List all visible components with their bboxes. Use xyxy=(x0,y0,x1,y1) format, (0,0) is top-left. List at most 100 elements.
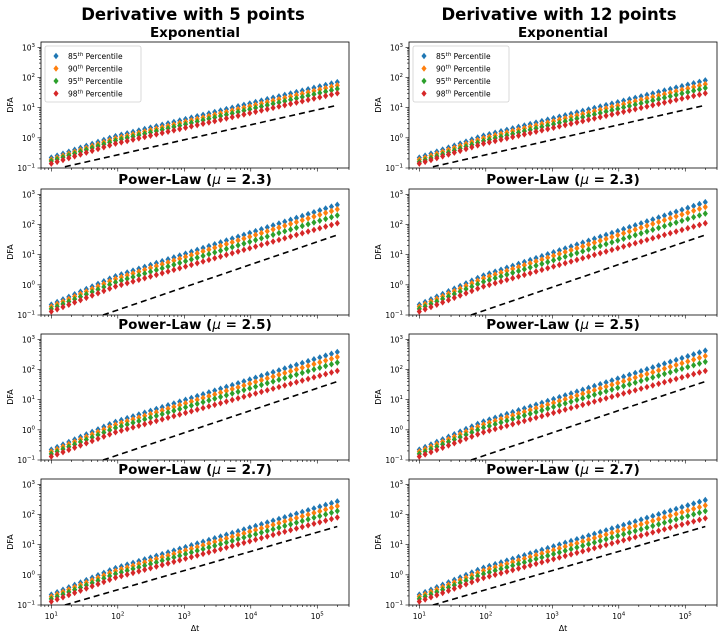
data-point xyxy=(200,252,206,260)
data-point xyxy=(679,211,685,218)
data-point xyxy=(229,390,235,397)
data-point xyxy=(650,216,656,223)
data-point xyxy=(597,543,603,550)
panel-title: Power-Law (μ = 2.3) xyxy=(118,172,272,188)
data-point xyxy=(585,112,592,120)
tick-base: 10 xyxy=(390,426,400,435)
data-point xyxy=(107,431,113,438)
data-point xyxy=(323,215,329,223)
data-point xyxy=(206,392,212,400)
data-point xyxy=(545,552,551,560)
data-point xyxy=(118,277,124,284)
data-point xyxy=(299,517,305,525)
data-point xyxy=(609,238,615,246)
data-point xyxy=(533,551,539,559)
data-point xyxy=(159,410,165,418)
data-point xyxy=(469,433,475,440)
legend-rest: Percentile xyxy=(83,52,123,61)
tick-exp: 1 xyxy=(400,103,404,109)
data-point xyxy=(305,506,311,514)
data-point xyxy=(597,537,603,545)
data-point xyxy=(182,403,189,411)
data-point xyxy=(288,516,294,524)
data-point xyxy=(253,383,259,390)
data-point xyxy=(282,234,288,242)
x-axis-label: Δt xyxy=(559,624,568,631)
data-point xyxy=(282,382,288,389)
data-point xyxy=(667,221,673,228)
legend-box xyxy=(44,45,142,103)
data-point xyxy=(609,233,615,241)
data-point xyxy=(556,549,562,556)
data-point xyxy=(241,386,247,394)
data-point xyxy=(107,285,113,292)
data-point xyxy=(194,254,200,261)
data-point xyxy=(603,112,609,120)
data-point xyxy=(200,244,206,252)
data-point xyxy=(545,557,551,564)
data-point xyxy=(48,453,54,460)
data-point xyxy=(510,265,516,273)
data-point xyxy=(206,540,212,547)
data-point xyxy=(603,248,609,255)
data-point xyxy=(422,158,428,166)
tick-base: 10 xyxy=(390,396,400,405)
y-tick-label: 103 xyxy=(390,480,404,490)
data-point xyxy=(229,533,235,541)
data-point xyxy=(702,347,708,354)
data-point xyxy=(445,584,452,591)
data-point xyxy=(515,565,522,572)
data-point xyxy=(492,567,498,574)
data-point xyxy=(217,533,224,540)
data-point xyxy=(264,227,270,235)
data-point xyxy=(673,375,679,383)
data-point xyxy=(147,264,154,272)
tick-exp: 1 xyxy=(400,395,404,401)
data-point xyxy=(118,273,124,281)
data-point xyxy=(165,560,171,567)
data-point xyxy=(626,519,632,527)
data-point xyxy=(656,88,662,96)
data-point xyxy=(258,107,264,114)
data-point xyxy=(679,95,685,102)
data-point xyxy=(521,412,527,419)
data-point xyxy=(626,371,632,379)
data-point xyxy=(334,201,340,209)
legend-label: 90th Percentile xyxy=(68,64,123,73)
data-point xyxy=(311,90,317,98)
data-point xyxy=(101,433,107,440)
series xyxy=(416,507,708,603)
data-point xyxy=(171,127,177,134)
data-point xyxy=(229,385,235,393)
data-point xyxy=(171,407,177,414)
data-point xyxy=(580,386,586,394)
y-tick-label: 101 xyxy=(390,250,403,260)
data-point xyxy=(217,399,224,407)
data-point xyxy=(258,534,264,542)
data-point xyxy=(270,368,276,376)
legend-marker xyxy=(53,52,59,60)
legend-label: 90th Percentile xyxy=(436,64,491,73)
data-point xyxy=(165,405,171,412)
data-point xyxy=(317,86,323,93)
data-point xyxy=(533,258,539,265)
data-point xyxy=(235,383,241,391)
data-point xyxy=(194,259,200,267)
tick-base: 10 xyxy=(244,612,254,621)
data-point xyxy=(457,147,463,155)
data-point xyxy=(223,398,229,405)
data-point xyxy=(550,124,557,132)
data-point xyxy=(217,253,224,260)
data-point xyxy=(89,437,95,445)
data-point xyxy=(165,414,171,421)
data-point xyxy=(416,160,422,167)
data-point xyxy=(685,519,691,527)
data-point xyxy=(264,239,270,247)
data-point xyxy=(486,419,492,426)
data-point xyxy=(130,569,136,577)
data-point xyxy=(159,553,165,561)
data-point xyxy=(206,403,212,410)
data-point xyxy=(644,370,650,378)
data-point xyxy=(469,143,475,151)
data-point xyxy=(299,229,305,237)
